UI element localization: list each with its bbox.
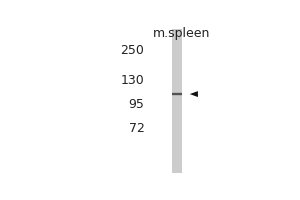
Bar [172,91,182,92]
Text: 72: 72 [129,122,145,135]
Polygon shape [190,91,198,97]
Text: 250: 250 [121,44,145,57]
Bar [172,96,182,97]
Bar [172,93,182,94]
Text: m.spleen: m.spleen [153,27,210,40]
Bar [172,97,182,98]
Text: 130: 130 [121,74,145,87]
Text: 95: 95 [129,98,145,111]
Bar [172,95,182,96]
Bar [172,94,182,95]
Bar [172,92,182,93]
Bar [172,29,182,173]
